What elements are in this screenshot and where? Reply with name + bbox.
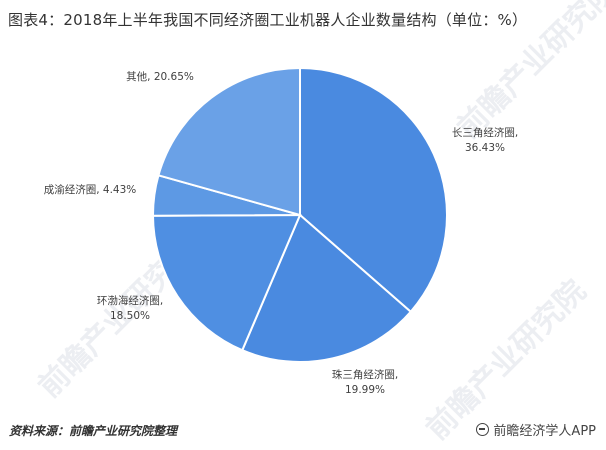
slice-label-value: 19.99% xyxy=(345,384,385,396)
pie-slices xyxy=(151,66,448,363)
pie-slice xyxy=(299,66,448,314)
slice-label-value: 36.43% xyxy=(465,142,505,154)
watermark-top: 前瞻产业研究院 xyxy=(451,0,606,146)
pie-slice xyxy=(151,213,302,352)
brand-tag: 前瞻经济学人APP xyxy=(476,420,596,439)
slice-label: 其他, 20.65% xyxy=(126,70,194,83)
brand-name: 前瞻经济学人APP xyxy=(493,424,596,439)
chart-title: 图表4：2018年上半年我国不同经济圈工业机器人企业数量结构（单位：%） xyxy=(8,11,528,29)
slice-label-name: 长三角经济圈, xyxy=(452,126,518,139)
brand-logo-icon xyxy=(476,423,490,436)
pie-labels: 长三角经济圈, 36.43% 珠三角经济圈, 19.99% 环渤海经济圈, 18.50% 成… xyxy=(44,70,518,396)
slice-label-value: 18.50% xyxy=(110,310,150,322)
source-note: 资料来源：前瞻产业研究院整理 xyxy=(9,424,178,438)
pie-slice xyxy=(157,66,301,217)
slice-label-name: 珠三角经济圈, xyxy=(332,368,398,381)
slice-label-name: 环渤海经济圈, xyxy=(97,294,163,307)
slice-label: 成渝经济圈, 4.43% xyxy=(44,183,137,196)
